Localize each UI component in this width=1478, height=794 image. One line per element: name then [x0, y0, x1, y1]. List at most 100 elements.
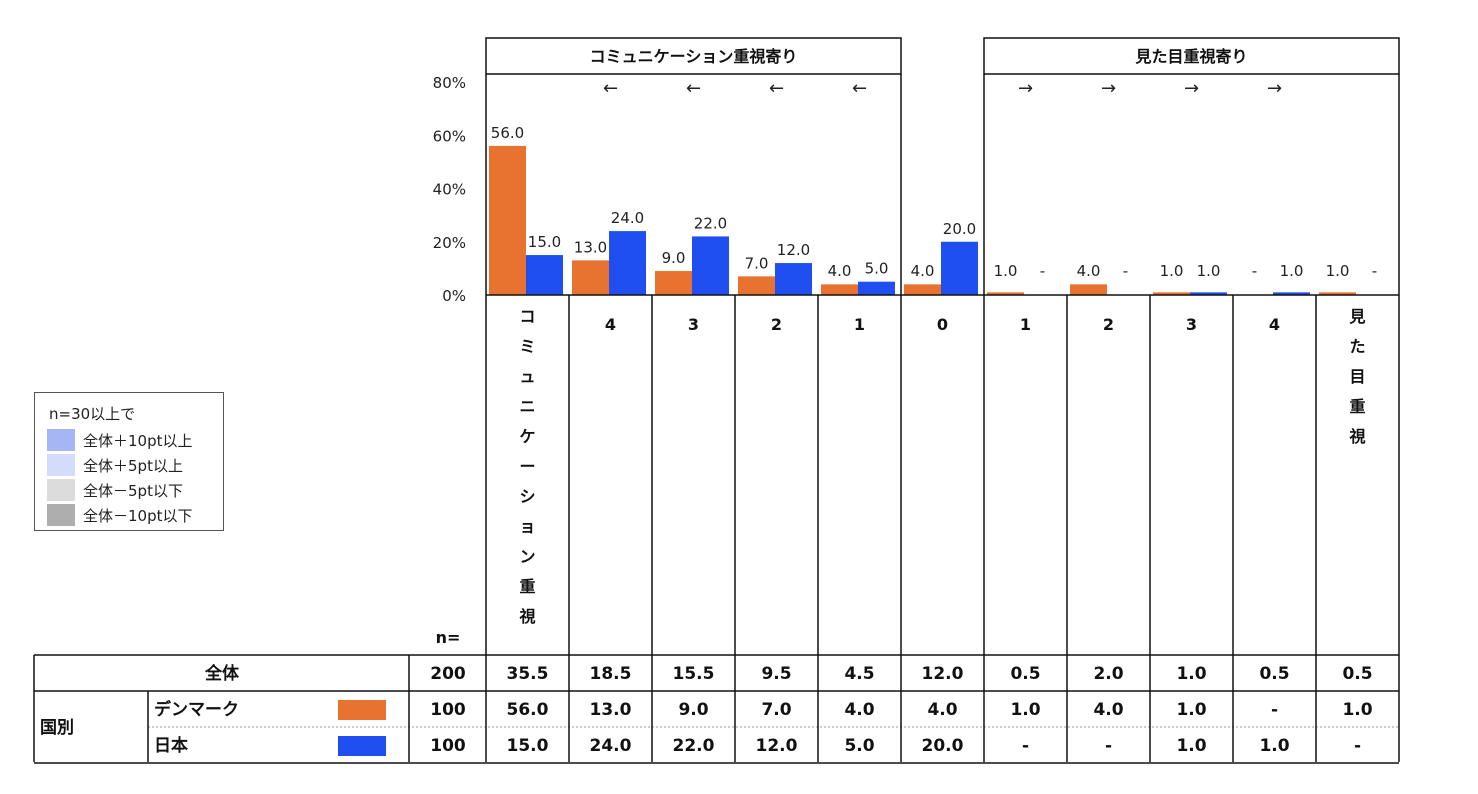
table-cell: 35.5 — [507, 664, 549, 684]
legend-item-minus5: 全体－5pt以下 — [47, 479, 183, 501]
table-cell: 0.5 — [1010, 664, 1040, 684]
category-label: 0 — [937, 315, 948, 334]
legend-swatch-plus5 — [47, 454, 75, 476]
data-label: 13.0 — [574, 238, 607, 256]
group-header-communication: コミュニケーション重視寄り — [590, 47, 798, 66]
direction-arrow: ← — [603, 78, 618, 99]
data-label: 4.0 — [828, 262, 852, 280]
direction-arrow: → — [1018, 78, 1033, 99]
data-label: 4.0 — [911, 262, 935, 280]
legend: n=30以上で 全体＋10pt以上 全体＋5pt以上 全体－5pt以下 全体－1… — [34, 392, 224, 531]
direction-arrow: → — [1267, 78, 1282, 99]
table-cell: 24.0 — [590, 736, 632, 756]
table-cell: 12.0 — [756, 736, 798, 756]
table-cell: 1.0 — [1259, 736, 1289, 756]
data-label: 1.0 — [1326, 262, 1350, 280]
table-cell: 0.5 — [1259, 664, 1289, 684]
table-cell: - — [1354, 736, 1361, 756]
category-label: 3 — [688, 315, 699, 334]
data-label: - — [1252, 262, 1257, 280]
table-cell: 20.0 — [922, 736, 964, 756]
table-cell: 22.0 — [673, 736, 715, 756]
table-cell: 1.0 — [1176, 736, 1206, 756]
data-label: - — [1040, 262, 1045, 280]
category-label: 4 — [1269, 315, 1280, 334]
bar-denmark — [572, 260, 609, 295]
row-label: 日本 — [154, 735, 188, 756]
category-label: 4 — [605, 315, 616, 334]
legend-swatch-minus5 — [47, 479, 75, 501]
bar-denmark — [1319, 292, 1356, 295]
table-cell: 1.0 — [1010, 700, 1040, 720]
table-cell: 4.5 — [844, 664, 874, 684]
table-cell: 9.0 — [678, 700, 708, 720]
direction-arrow: ← — [769, 78, 784, 99]
bar-denmark — [821, 284, 858, 295]
legend-swatch-minus10 — [47, 504, 75, 526]
legend-title: n=30以上で — [49, 405, 136, 423]
category-label: 1 — [1020, 315, 1031, 334]
table-cell: 0.5 — [1342, 664, 1372, 684]
bar-japan — [941, 241, 978, 295]
table-cell: 4.0 — [844, 700, 874, 720]
row-label-total: 全体 — [204, 663, 240, 684]
table-cell: 13.0 — [590, 700, 632, 720]
data-label: 22.0 — [694, 214, 727, 232]
y-tick-label: 20% — [433, 234, 466, 252]
row-n-value: 100 — [430, 736, 466, 756]
direction-arrow: ← — [686, 78, 701, 99]
table-cell: 1.0 — [1176, 700, 1206, 720]
table-cell: 1.0 — [1342, 700, 1372, 720]
table-cell: 7.0 — [761, 700, 791, 720]
row-label: デンマーク — [154, 699, 239, 720]
table-cell: 12.0 — [922, 664, 964, 684]
bar-japan — [1273, 292, 1310, 295]
bar-denmark — [1153, 292, 1190, 295]
table-cell: 56.0 — [507, 700, 549, 720]
data-label: 24.0 — [611, 209, 644, 227]
category-label: コミュニケーション重視 — [518, 307, 535, 626]
data-label: 15.0 — [528, 233, 561, 251]
y-tick-label: 60% — [433, 127, 466, 145]
row-color-swatch — [338, 736, 386, 756]
bar-denmark — [987, 292, 1024, 295]
table-cell: 5.0 — [844, 736, 874, 756]
legend-label-plus10: 全体＋10pt以上 — [83, 431, 193, 450]
table-cell: - — [1105, 736, 1112, 756]
table-cell: - — [1271, 700, 1278, 720]
bar-denmark — [1070, 284, 1107, 295]
table-cell: 15.5 — [673, 664, 715, 684]
group-header-box — [983, 37, 1400, 75]
data-label: 1.0 — [994, 262, 1018, 280]
y-tick-label: 40% — [433, 181, 466, 199]
category-label: 見た目重視 — [1348, 307, 1365, 446]
legend-label-plus5: 全体＋5pt以上 — [83, 456, 183, 475]
bar-japan — [858, 281, 895, 295]
bar-denmark — [489, 145, 526, 295]
direction-arrow: ← — [852, 78, 867, 99]
bar-denmark — [655, 271, 692, 295]
data-label: 1.0 — [1160, 262, 1184, 280]
category-label: 3 — [1186, 315, 1197, 334]
bar-japan — [526, 255, 563, 295]
table-cell: 18.5 — [590, 664, 632, 684]
group-header-appearance: 見た目重視寄り — [1134, 47, 1247, 66]
legend-item-plus5: 全体＋5pt以上 — [47, 454, 183, 476]
data-label: 5.0 — [865, 260, 889, 278]
row-group-label: 国別 — [40, 718, 74, 738]
data-label: 1.0 — [1197, 262, 1221, 280]
bar-japan — [609, 231, 646, 295]
table-cell: 1.0 — [1176, 664, 1206, 684]
row-n-value: 100 — [430, 700, 466, 720]
table-cell: 4.0 — [927, 700, 957, 720]
direction-arrow: → — [1184, 78, 1199, 99]
legend-label-minus5: 全体－5pt以下 — [83, 481, 183, 500]
data-label: 7.0 — [745, 254, 769, 272]
y-tick-label: 80% — [433, 74, 466, 92]
category-label: 1 — [854, 315, 865, 334]
bar-denmark — [904, 284, 941, 295]
data-label: - — [1372, 262, 1377, 280]
bar-japan — [775, 263, 812, 295]
bar-denmark — [738, 276, 775, 295]
legend-item-plus10: 全体＋10pt以上 — [47, 429, 193, 451]
